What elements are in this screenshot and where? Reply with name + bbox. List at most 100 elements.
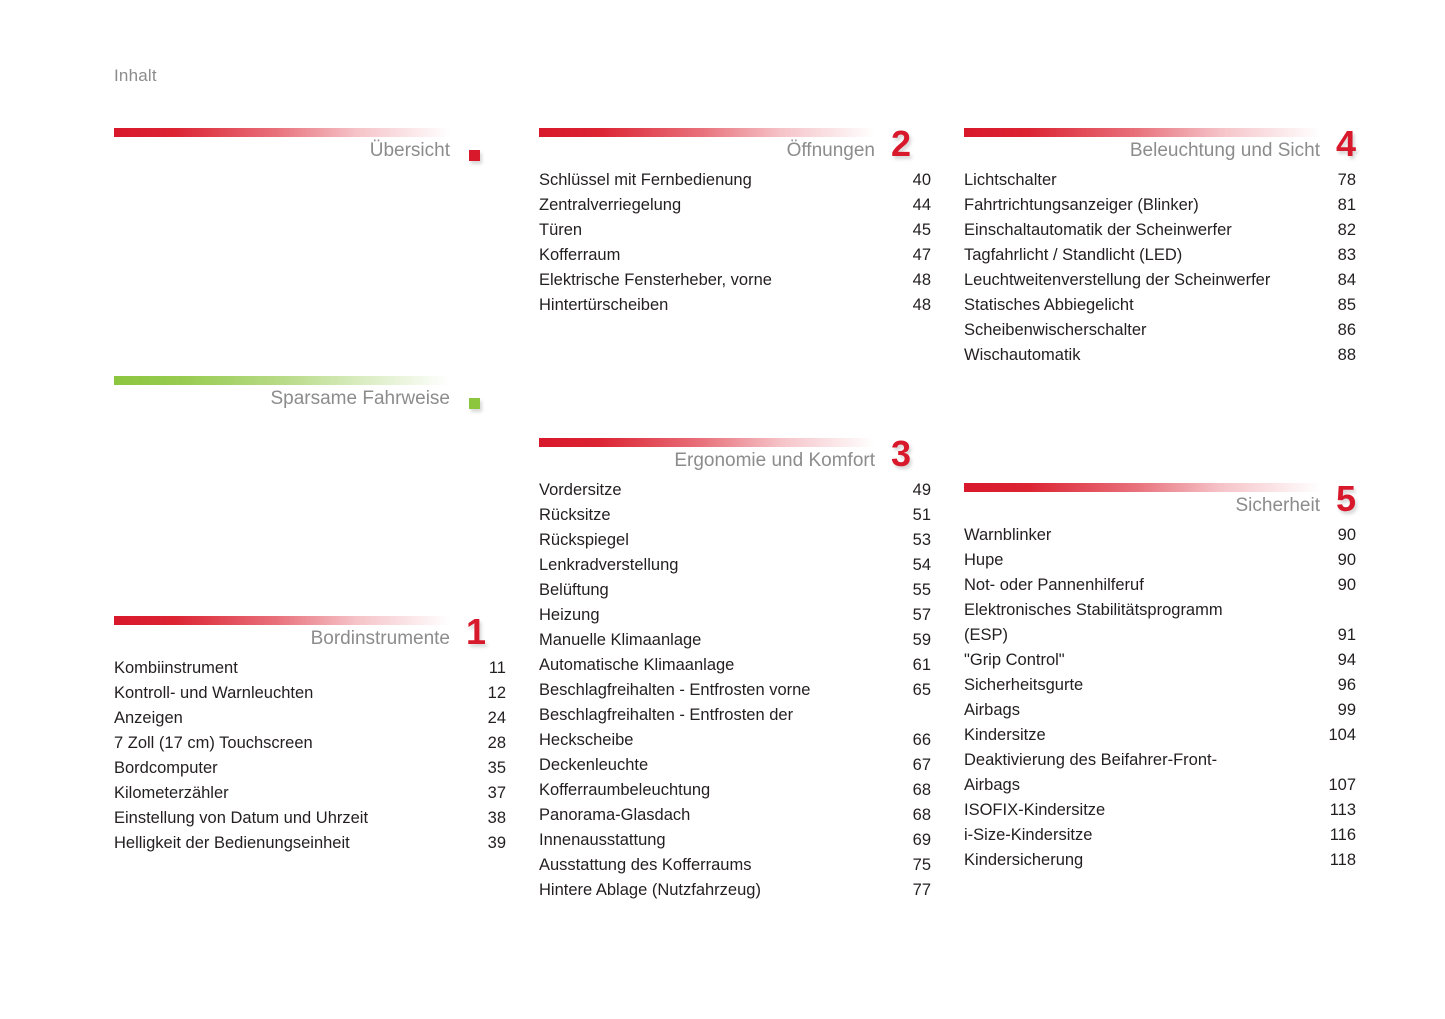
section-number-oeffnungen: 2 [891,123,912,164]
toc-entry-page: 12 [487,684,506,702]
toc-entry[interactable]: Panorama-Glasdach 68 [539,803,931,828]
toc-list-oeffnungen: Schlüssel mit Fernbedienung 40 Zentralverr… [539,168,931,318]
toc-entry-label: Einschaltautomatik der Scheinwerfer [964,221,1232,239]
toc-entry[interactable]: Automatische Klimaanlage 61 [539,653,931,678]
section-header-sicherheit: Sicherheit 5 [964,475,1356,523]
toc-entry[interactable]: Zentralverriegelung 44 [539,193,931,218]
toc-entry[interactable]: Anzeigen 24 [114,706,506,731]
toc-entry[interactable]: Warnblinker 90 [964,523,1356,548]
toc-entry-page: 99 [1337,701,1356,719]
toc-entry[interactable]: Türen 45 [539,218,931,243]
toc-entry-page: 82 [1337,221,1356,239]
toc-entry[interactable]: Lenkradverstellung 54 [539,553,931,578]
toc-entry[interactable]: Innenausstattung 69 [539,828,931,853]
toc-entry[interactable]: Sicherheitsgurte 96 [964,673,1356,698]
toc-entry[interactable]: Leuchtweitenverstellung der Scheinwerfer… [964,268,1356,293]
toc-entry[interactable]: Vordersitze 49 [539,478,931,503]
section-number-beleuchtung-und-sicht: 4 [1336,123,1357,164]
toc-entry-label: Leuchtweitenverstellung der Scheinwerfer [964,271,1271,289]
toc-entry[interactable]: Rücksitze 51 [539,503,931,528]
toc-entry-page: 90 [1337,551,1356,569]
toc-entry[interactable]: Beschlagfreihalten - Entfrosten der Heck… [539,703,931,753]
toc-entry[interactable]: ISOFIX-Kindersitze 113 [964,798,1356,823]
toc-entry-label: Einstellung von Datum und Uhrzeit [114,809,369,827]
toc-entry-page: 66 [912,731,931,749]
toc-entry[interactable]: Kilometerzähler 37 [114,781,506,806]
toc-entry[interactable]: Kindersitze 104 [964,723,1356,748]
section-chip-sparsame-fahrweise [469,398,480,409]
toc-entry[interactable]: Einschaltautomatik der Scheinwerfer 82 [964,218,1356,243]
toc-entry[interactable]: Airbags 99 [964,698,1356,723]
section-header-bordinstrumente: Bordinstrumente 1 [114,608,506,656]
toc-entry-label: Lichtschalter [964,171,1057,189]
toc-entry-label: Zentralverriegelung [539,196,682,214]
toc-entry[interactable]: Kofferraumbeleuchtung 68 [539,778,931,803]
toc-entry-label: Innenausstattung [539,831,666,849]
toc-entry-label: Automatische Klimaanlage [539,656,735,674]
section-title-beleuchtung-und-sicht: Beleuchtung und Sicht [1129,140,1320,161]
toc-entry[interactable]: Hintertürscheiben 48 [539,293,931,318]
toc-entry-page: 53 [912,531,931,549]
toc-entry-page: 88 [1337,346,1356,364]
toc-entry[interactable]: Fahrtrichtungsanzeiger (Blinker) 81 [964,193,1356,218]
toc-entry-label: Hupe [964,551,1004,569]
section-title-bordinstrumente: Bordinstrumente [310,628,450,649]
section-bordinstrumente: Bordinstrumente 1 Kombiinstrument 11 Kontrol… [114,608,506,856]
toc-entry-page: 84 [1337,271,1356,289]
toc-entry[interactable]: Lichtschalter 78 [964,168,1356,193]
toc-entry[interactable]: Helligkeit der Bedienungseinheit 39 [114,831,506,856]
toc-entry[interactable]: Beschlagfreihalten - Entfrosten vorne 65 [539,678,931,703]
toc-entry[interactable]: Not- oder Pannenhilferuf 90 [964,573,1356,598]
toc-entry[interactable]: Statisches Abbiegelicht 85 [964,293,1356,318]
toc-entry[interactable]: Hupe 90 [964,548,1356,573]
toc-entry[interactable]: Manuelle Klimaanlage 59 [539,628,931,653]
section-rule-uebersicht [114,128,450,137]
toc-entry-label: Vordersitze [539,481,622,499]
toc-entry[interactable]: Tagfahrlicht / Standlicht (LED) 83 [964,243,1356,268]
toc-list-bordinstrumente: Kombiinstrument 11 Kontroll- und Warnleuch… [114,656,506,856]
toc-entry-label: Kontroll- und Warnleuchten [114,684,314,702]
toc-entry-page: 90 [1337,526,1356,544]
toc-entry[interactable]: Kindersicherung 118 [964,848,1356,873]
toc-entry[interactable]: Elektronisches Stabilitätsprogramm (ESP)… [964,598,1356,648]
toc-entry[interactable]: Deaktivierung des Beifahrer-Front- Airba… [964,748,1356,798]
toc-entry-label: Kofferraumbeleuchtung [539,781,711,799]
section-uebersicht: Übersicht [114,120,506,168]
toc-entry-page: 85 [1337,296,1356,314]
toc-entry-label: Belüftung [539,581,609,599]
toc-entry-page: 40 [912,171,931,189]
toc-entry-label: Ausstattung des Kofferraums [539,856,752,874]
toc-entry-page: 38 [487,809,506,827]
section-sparsame-fahrweise: Sparsame Fahrweise [114,368,506,416]
toc-entry[interactable]: 7 Zoll (17 cm) Touchscreen 28 [114,731,506,756]
toc-entry[interactable]: Wischautomatik 88 [964,343,1356,368]
toc-entry-label: i-Size-Kindersitze [964,826,1093,844]
section-title-sicherheit: Sicherheit [1235,495,1321,516]
toc-entry[interactable]: Schlüssel mit Fernbedienung 40 [539,168,931,193]
toc-entry[interactable]: Heizung 57 [539,603,931,628]
toc-entry[interactable]: Hintere Ablage (Nutzfahrzeug) 77 [539,878,931,903]
toc-entry[interactable]: Deckenleuchte 67 [539,753,931,778]
section-header-uebersicht: Übersicht [114,120,506,168]
toc-entry[interactable]: Elektrische Fensterheber, vorne 48 [539,268,931,293]
section-title-ergonomie-und-komfort: Ergonomie und Komfort [674,450,875,471]
toc-entry-page: 90 [1337,576,1356,594]
toc-entry[interactable]: "Grip Control" 94 [964,648,1356,673]
toc-entry[interactable]: Belüftung 55 [539,578,931,603]
toc-entry[interactable]: Einstellung von Datum und Uhrzeit 38 [114,806,506,831]
toc-entry[interactable]: Kombiinstrument 11 [114,656,506,681]
toc-entry-page: 104 [1328,726,1356,744]
toc-entry-label: Wischautomatik [964,346,1081,364]
toc-entry-page: 47 [912,246,931,264]
toc-entry-label: Schlüssel mit Fernbedienung [539,171,752,189]
toc-entry-label: Statisches Abbiegelicht [964,296,1134,314]
toc-entry[interactable]: Kofferraum 47 [539,243,931,268]
toc-entry[interactable]: Kontroll- und Warnleuchten 12 [114,681,506,706]
toc-entry[interactable]: i-Size-Kindersitze 116 [964,823,1356,848]
toc-entry[interactable]: Bordcomputer 35 [114,756,506,781]
toc-entry[interactable]: Scheibenwischerschalter 86 [964,318,1356,343]
toc-entry[interactable]: Ausstattung des Kofferraums 75 [539,853,931,878]
toc-entry-label: Deaktivierung des Beifahrer-Front- Airba… [964,751,1218,794]
toc-entry[interactable]: Rückspiegel 53 [539,528,931,553]
toc-entry-label: 7 Zoll (17 cm) Touchscreen [114,734,313,752]
